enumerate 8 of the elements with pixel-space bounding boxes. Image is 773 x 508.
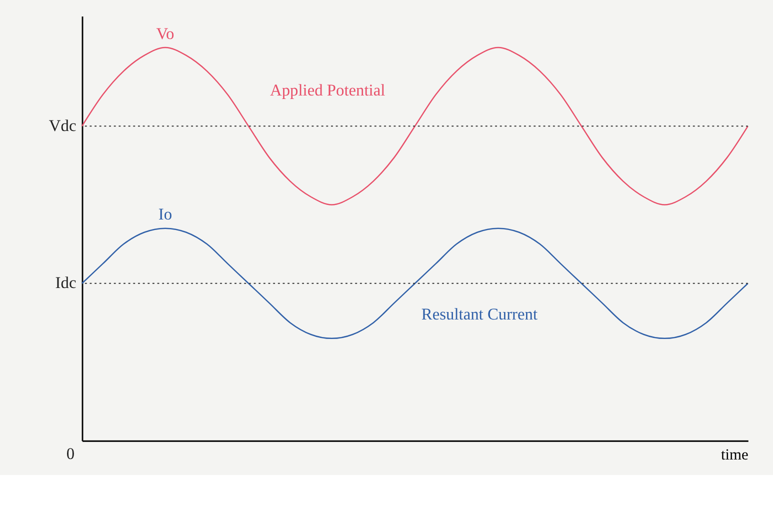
text: 0 <box>66 444 75 463</box>
annotation: Applied Potential <box>270 80 386 100</box>
x-axis-title: time <box>720 446 749 464</box>
ref-line-label: Idc <box>55 273 76 292</box>
annotation: Resultant Current <box>421 304 538 324</box>
annotation: Vo <box>156 24 174 43</box>
ref-line-label: Vdc <box>48 116 76 135</box>
annotation: Io <box>158 204 172 224</box>
